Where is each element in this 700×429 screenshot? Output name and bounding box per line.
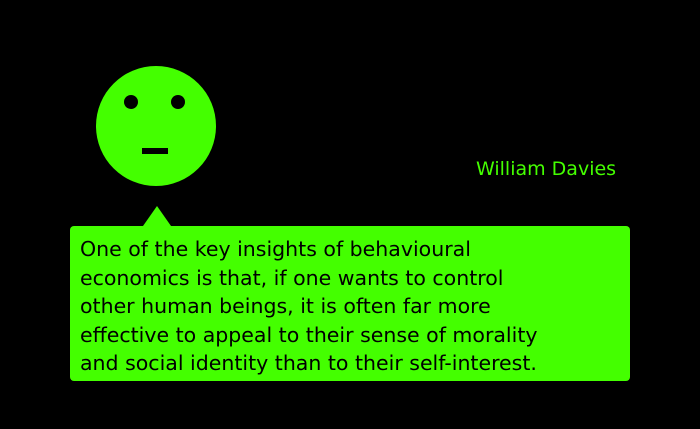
quote-text: One of the key insights of behavioural e… xyxy=(80,237,538,375)
neutral-face-icon xyxy=(96,66,216,186)
right-eye xyxy=(171,95,185,109)
left-eye xyxy=(124,95,138,109)
author-name: William Davies xyxy=(476,158,617,180)
speech-bubble: One of the key insights of behavioural e… xyxy=(70,226,630,381)
mouth xyxy=(142,148,168,154)
speech-bubble-tail xyxy=(143,206,171,226)
